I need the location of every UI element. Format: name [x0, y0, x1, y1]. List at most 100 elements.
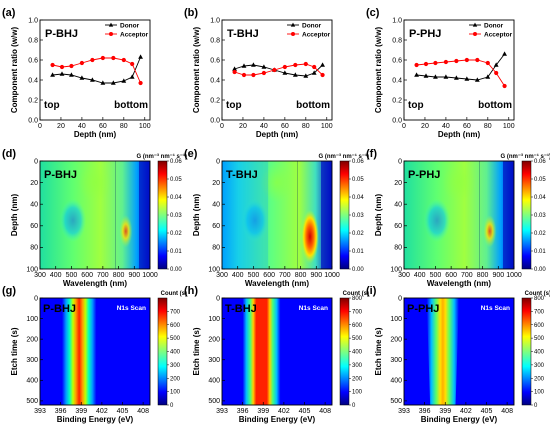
x-tick-label: 500	[66, 272, 78, 279]
x-tick-label: 396	[237, 408, 249, 415]
heatmap-band	[260, 163, 294, 203]
x-tick-label: 400	[414, 272, 426, 279]
data-point-acceptor	[464, 57, 469, 63]
data-point-donor	[241, 63, 247, 68]
data-point-acceptor	[272, 67, 277, 73]
legend-label: Acceptor	[484, 31, 513, 38]
sample-label: P-BHJ	[44, 169, 77, 181]
data-point-acceptor	[303, 61, 308, 67]
x-tick-label: 300	[34, 272, 46, 279]
colorbar-title: G (nm⁻³ nm⁻¹ s⁻¹)	[501, 153, 550, 160]
x-tick-label: 400	[50, 272, 62, 279]
x-tick-label: 700	[461, 272, 473, 279]
y-tick-label: 1.0	[392, 17, 402, 24]
y-tick-label: 0	[34, 295, 38, 302]
y-tick-label: 400	[390, 378, 402, 385]
y-tick-label: 0	[216, 158, 220, 165]
y-tick-label: 40	[212, 202, 220, 209]
y-tick-label: 40	[30, 202, 38, 209]
x-axis-title: Binding Energy (eV)	[57, 415, 134, 424]
colorbar-tick-label: 400	[170, 350, 181, 356]
plot-frame	[221, 19, 333, 121]
y-tick-label: 0.4	[392, 77, 402, 84]
x-tick-label: 800	[113, 272, 125, 279]
x-axis-title: Depth (nm)	[74, 130, 117, 139]
y-axis-title: Component ratio (w/w)	[192, 27, 201, 114]
x-tick-label: 0	[38, 123, 42, 130]
x-tick-label: 0	[220, 123, 224, 130]
x-tick-label: 405	[117, 408, 129, 415]
x-axis-title: Wavelength (nm)	[427, 279, 491, 288]
colorbar-tick-label: 0.05	[534, 177, 546, 183]
data-point-donor	[50, 72, 55, 77]
heatmap-hotspot	[483, 215, 497, 248]
y-tick-label: 60	[30, 223, 38, 230]
colorbar-tick-label: 0.02	[352, 231, 364, 237]
x-tick-label: 405	[481, 408, 493, 415]
legend-label: Donor	[302, 22, 322, 29]
y-tick-label: 100	[26, 266, 38, 273]
region-label-top: top	[408, 100, 424, 111]
x-tick-label: 800	[477, 272, 489, 279]
colorbar-tick-label: 300	[170, 363, 181, 369]
data-point-donor	[433, 74, 438, 79]
x-tick-label: 408	[319, 408, 331, 415]
y-axis-title: Etch time (s)	[192, 327, 201, 375]
colorbar-tick-label: 700	[170, 309, 181, 315]
panel-letter: (f)	[366, 148, 377, 160]
colorbar-tick-label: 0.06	[534, 159, 546, 165]
y-tick-label: 1.0	[210, 17, 220, 24]
data-point-donor	[110, 80, 116, 85]
y-tick-label: 20	[212, 180, 220, 187]
y-tick-label: 0.8	[392, 37, 402, 44]
data-point-donor	[59, 71, 65, 76]
x-tick-label: 600	[445, 272, 457, 279]
heatmap-field	[40, 161, 150, 269]
y-tick-label: 300	[26, 357, 38, 364]
colorbar-tick-label: 0.02	[170, 231, 182, 237]
legend-marker	[290, 22, 296, 27]
colorbar-tick-label: 0.00	[170, 267, 182, 273]
y-tick-label: 100	[26, 316, 38, 323]
x-axis-title: Binding Energy (eV)	[239, 415, 316, 424]
colorbar-tick-label: 600	[352, 323, 363, 329]
colorbar-tick-label: 600	[170, 323, 181, 329]
colorbar-tick-label: 0	[170, 403, 174, 409]
heatmap-layers	[404, 161, 514, 269]
heatmap-field	[222, 161, 332, 269]
y-tick-label: 0.6	[210, 57, 220, 64]
scan-label: N1s Scan	[117, 305, 146, 312]
heatmap-field	[404, 161, 514, 269]
plot-frame	[403, 19, 515, 121]
data-point-acceptor	[414, 62, 419, 68]
y-tick-label: 500	[26, 398, 38, 405]
data-point-donor	[414, 72, 419, 77]
legend-marker	[472, 22, 478, 27]
colorbar-tick-label: 0.06	[170, 159, 182, 165]
x-tick-label: 60	[281, 123, 289, 130]
legend-label: Donor	[484, 22, 504, 29]
colorbar-tick-label: 0.05	[352, 177, 364, 183]
data-point-acceptor	[90, 57, 95, 63]
plot-frame	[221, 297, 333, 406]
data-point-acceptor	[121, 57, 126, 63]
data-point-acceptor	[138, 80, 143, 86]
legend-marker	[109, 32, 113, 36]
y-tick-label: 100	[208, 266, 220, 273]
data-point-acceptor	[241, 72, 247, 78]
series-line-donor	[416, 53, 505, 81]
panel-letter: (h)	[184, 285, 198, 297]
y-axis-title: Etch time (s)	[374, 327, 383, 375]
x-tick-label: 20	[239, 123, 247, 130]
n1s-band	[426, 298, 459, 405]
panel-letter: (b)	[184, 7, 198, 19]
colorbar-tick-label: 0.04	[352, 195, 364, 201]
panel-letter: (g)	[2, 285, 16, 297]
panel-letter: (i)	[366, 285, 377, 297]
data-point-donor	[464, 76, 470, 81]
x-tick-label: 1000	[324, 272, 340, 279]
heatmap-background	[404, 298, 514, 405]
heatmap-minimum	[241, 198, 269, 242]
colorbar-tick-label: 500	[170, 336, 181, 342]
colorbar	[339, 297, 350, 406]
